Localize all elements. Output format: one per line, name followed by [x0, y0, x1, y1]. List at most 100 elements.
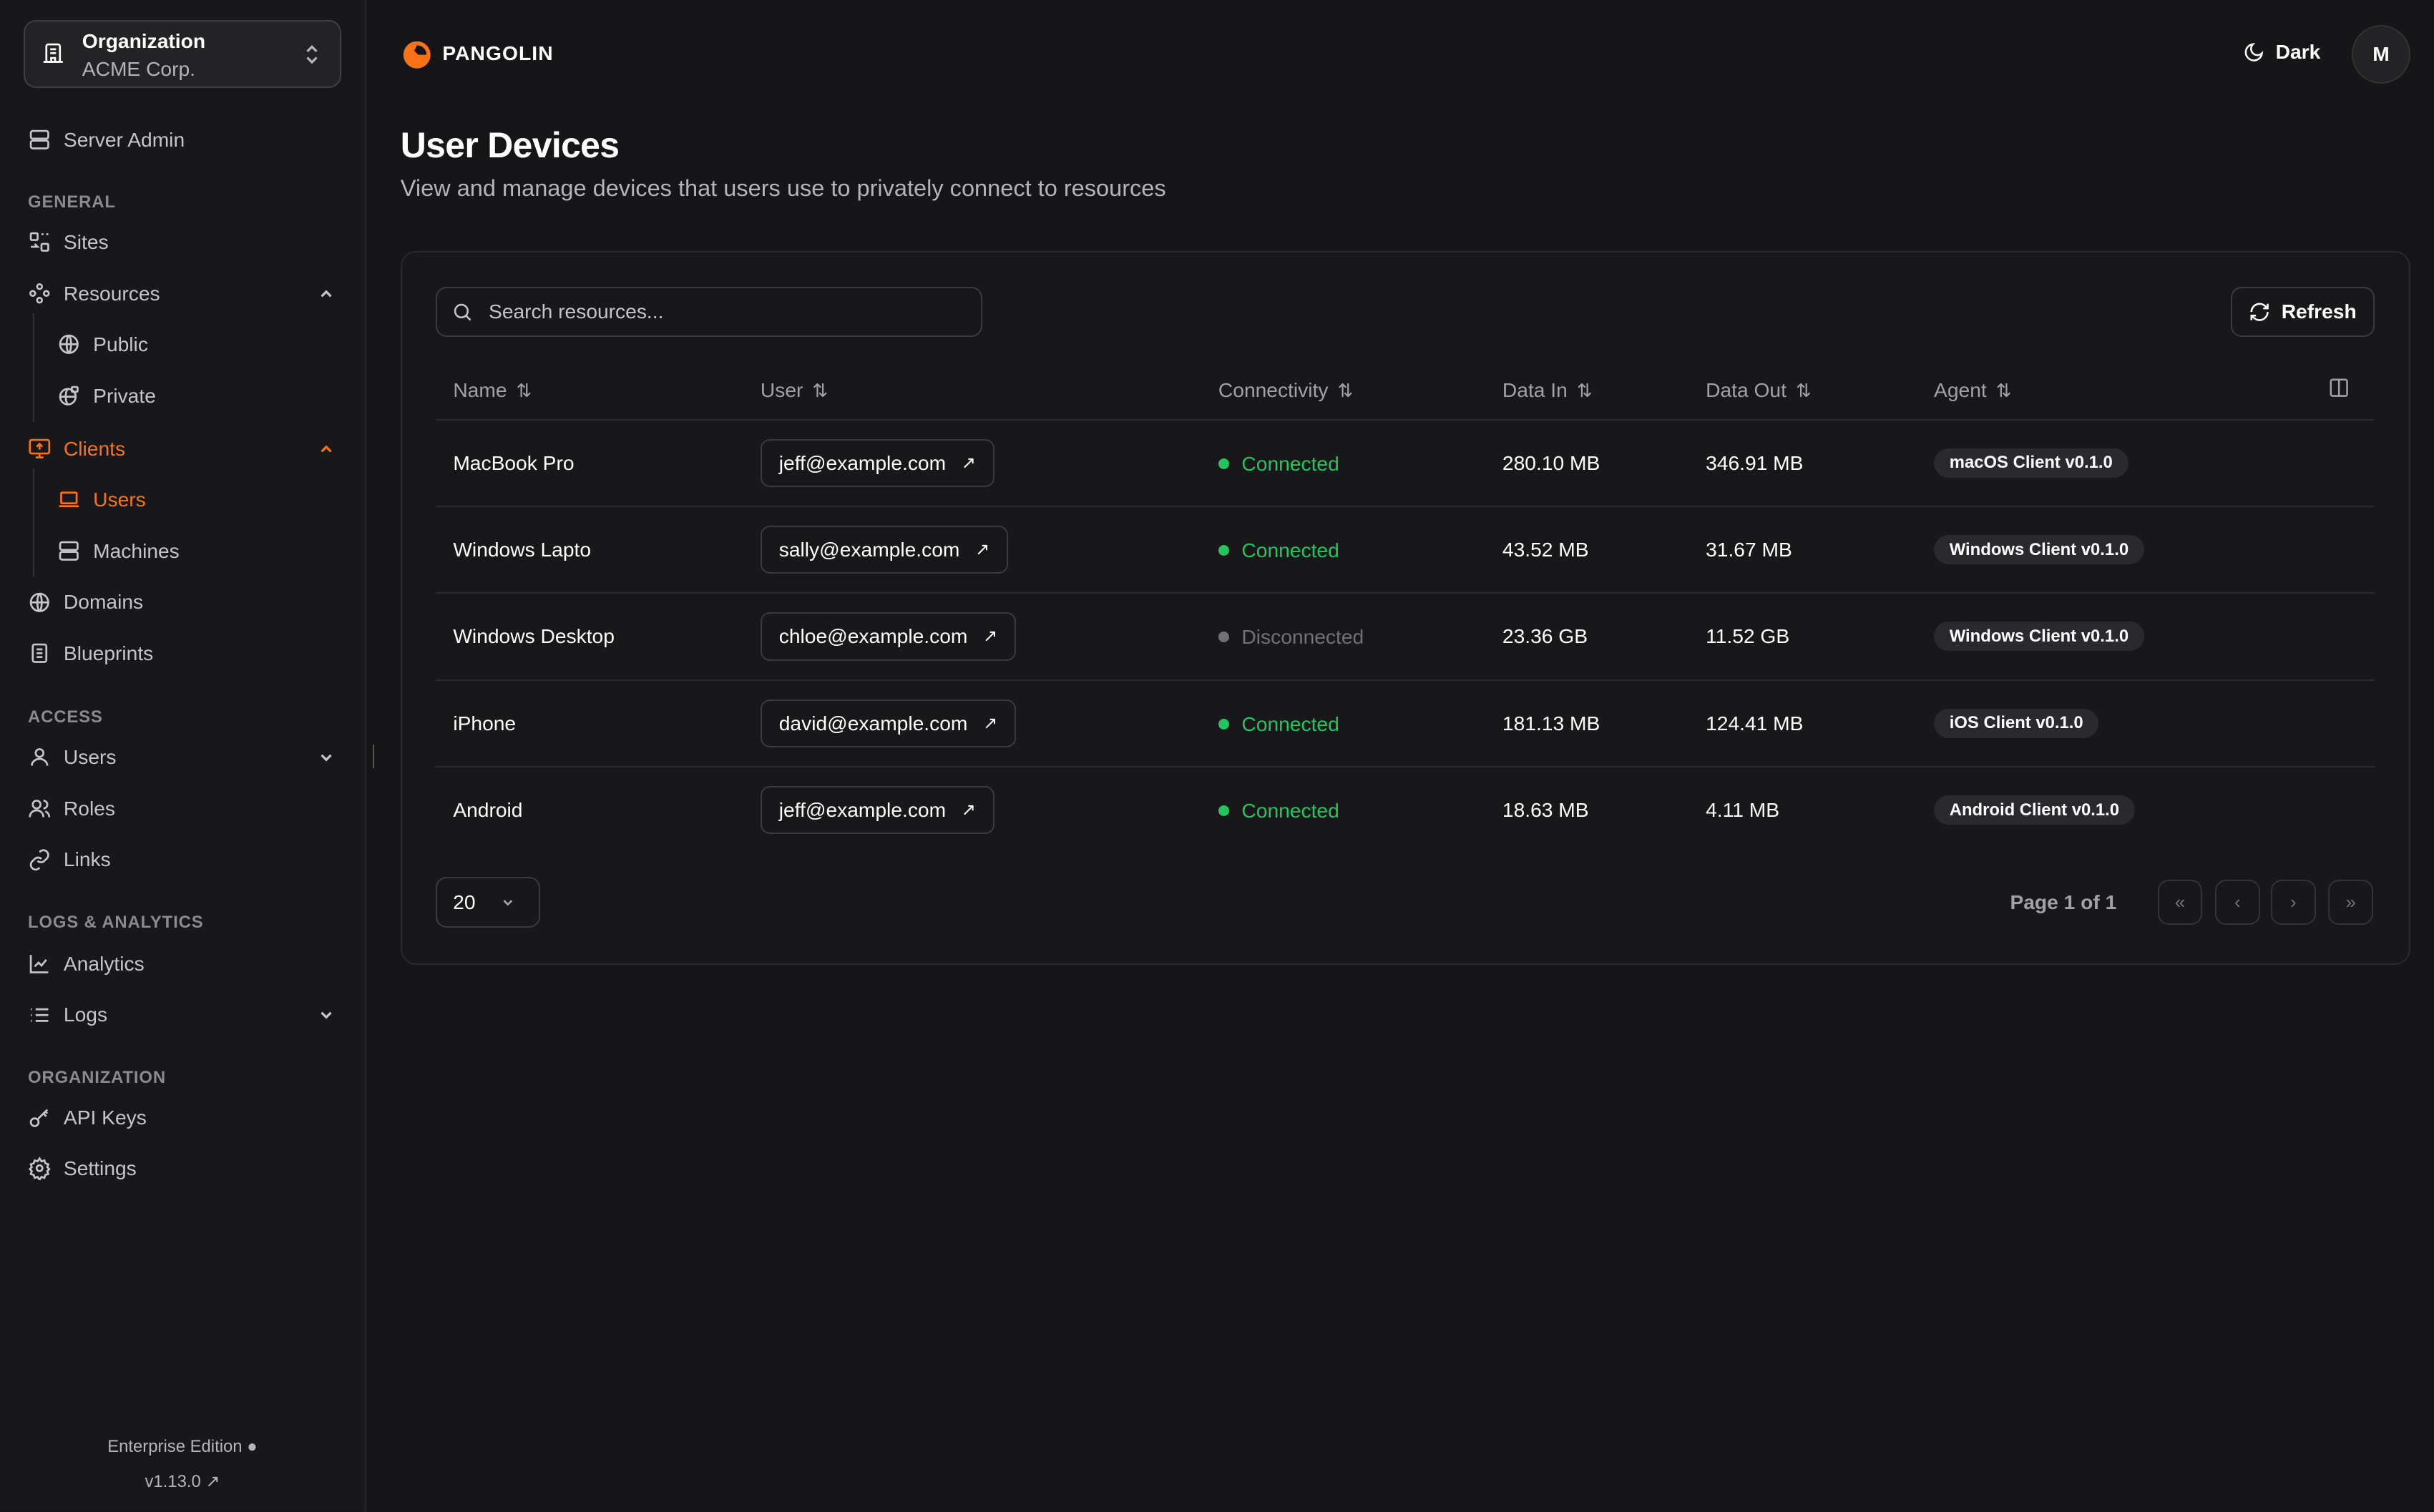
building-icon	[44, 44, 64, 64]
sidebar-item-roles[interactable]: Roles	[28, 793, 336, 824]
sidebar-item-links[interactable]: Links	[28, 844, 336, 875]
version-link[interactable]: v1.13.0 ↗	[0, 1471, 365, 1492]
agent-cell: iOS Client v0.1.0	[1917, 679, 2375, 767]
org-name: ACME Corp.	[82, 57, 195, 81]
status-text: Connected	[1241, 798, 1339, 822]
chevron-down-icon	[320, 754, 332, 762]
sidebar-item-public[interactable]: Public	[57, 329, 337, 360]
prev-page-button[interactable]: ‹	[2214, 879, 2260, 925]
brand-logo[interactable]: PANGOLIN	[401, 37, 554, 70]
sort-icon: ⇅	[516, 379, 532, 401]
header-label: User	[760, 378, 803, 401]
table-row: iPhone david@example.com ↗ Connected 181.13 …	[436, 679, 2375, 767]
agent-badge: Windows Client v0.1.0	[1934, 535, 2144, 565]
label: Links	[63, 848, 111, 871]
sidebar-item-clients[interactable]: Clients	[28, 433, 336, 463]
search-box[interactable]	[436, 287, 983, 337]
sites-icon	[29, 232, 49, 252]
label: Domains	[63, 590, 144, 614]
table-row: Windows Desktop chloe@example.com ↗ Disconn…	[436, 593, 2375, 681]
user-link[interactable]: jeff@example.com ↗	[760, 438, 994, 487]
globe-icon	[29, 592, 49, 612]
users-icon	[29, 800, 51, 818]
avatar[interactable]: M	[2351, 24, 2411, 84]
section-access: ACCESS	[28, 707, 103, 727]
sidebar-item-resources[interactable]: Resources	[28, 278, 336, 308]
github-icon: ●	[247, 1437, 258, 1457]
sort-icon: ⇅	[1795, 379, 1812, 401]
monitor-up-icon	[29, 438, 51, 458]
laptop-icon	[59, 491, 79, 508]
header-label: Name	[453, 378, 507, 401]
file-text-icon	[31, 643, 48, 663]
column-header-data-out[interactable]: Data Out ⇅	[1688, 361, 1917, 421]
user-link[interactable]: chloe@example.com ↗	[760, 612, 1016, 661]
label: Settings	[63, 1157, 137, 1180]
chevrons-right-icon: »	[2345, 890, 2356, 913]
sidebar-item-analytics[interactable]: Analytics	[28, 948, 336, 979]
last-page-button[interactable]: »	[2328, 879, 2374, 925]
agent-cell: Windows Client v0.1.0	[1917, 506, 2375, 594]
user-icon	[31, 748, 49, 767]
sidebar-item-domains[interactable]: Domains	[28, 586, 336, 617]
label: API Keys	[63, 1105, 147, 1129]
column-header-connectivity[interactable]: Connectivity ⇅	[1201, 361, 1486, 421]
sidebar-item-machines[interactable]: Machines	[57, 536, 337, 566]
column-header-agent[interactable]: Agent ⇅	[1917, 361, 2312, 421]
device-name: Windows Desktop	[436, 593, 744, 681]
tree-line	[32, 468, 34, 578]
refresh-button[interactable]: Refresh	[2230, 287, 2375, 337]
sidebar-item-blueprints[interactable]: Blueprints	[28, 638, 336, 669]
user-cell: david@example.com ↗	[743, 679, 1202, 767]
sort-icon: ⇅	[1337, 379, 1354, 401]
theme-toggle[interactable]: Dark	[2243, 40, 2320, 64]
user-email: jeff@example.com	[778, 451, 947, 474]
sidebar-item-access-users[interactable]: Users	[28, 742, 336, 772]
device-name: iPhone	[436, 679, 744, 767]
sidebar-item-logs[interactable]: Logs	[28, 999, 336, 1030]
sidebar-item-api-keys[interactable]: API Keys	[28, 1101, 336, 1132]
refresh-label: Refresh	[2281, 300, 2357, 323]
user-link[interactable]: david@example.com ↗	[760, 699, 1016, 747]
column-header-name[interactable]: Name ⇅	[436, 361, 744, 421]
search-icon	[454, 303, 471, 321]
edition-link[interactable]: Enterprise Edition ●	[0, 1437, 365, 1457]
label: Private	[93, 383, 156, 407]
sidebar-item-sites[interactable]: Sites	[28, 227, 336, 257]
page-size-select[interactable]: 20	[436, 876, 540, 928]
column-header-user[interactable]: User ⇅	[743, 361, 1202, 421]
device-name: MacBook Pro	[436, 419, 744, 507]
data-in: 280.10 MB	[1485, 419, 1689, 507]
org-selector[interactable]: Organization ACME Corp.	[23, 20, 341, 89]
user-email: sally@example.com	[778, 538, 960, 561]
arrow-up-right-icon: ↗	[983, 713, 998, 733]
section-logs: LOGS & ANALYTICS	[28, 912, 204, 932]
connectivity-cell: Connected	[1201, 419, 1486, 507]
label: Sites	[63, 230, 109, 253]
next-page-button[interactable]: ›	[2270, 879, 2316, 925]
data-out: 4.11 MB	[1706, 798, 1780, 821]
sidebar-resize-handle[interactable]	[372, 745, 374, 768]
arrow-up-right-icon: ↗	[975, 540, 990, 560]
search-input[interactable]	[485, 298, 958, 325]
sidebar-item-users[interactable]: Users	[57, 484, 337, 515]
sidebar-item-settings[interactable]: Settings	[28, 1153, 336, 1184]
status-text: Disconnected	[1241, 625, 1364, 649]
page-size-value: 20	[453, 890, 476, 913]
server-icon	[59, 541, 79, 561]
version-text: v1.13.0	[145, 1471, 201, 1491]
agent-badge: Android Client v0.1.0	[1934, 795, 2135, 825]
user-link[interactable]: sally@example.com ↗	[760, 525, 1008, 574]
page-indicator: Page 1 of 1	[2010, 890, 2117, 914]
status-dot	[1218, 805, 1230, 817]
user-cell: jeff@example.com ↗	[743, 767, 1201, 853]
column-header-data-in[interactable]: Data In ⇅	[1485, 361, 1689, 421]
user-email: david@example.com	[778, 711, 968, 735]
label: Users	[63, 745, 117, 769]
columns-toggle[interactable]	[2311, 361, 2375, 421]
org-label: Organization	[82, 29, 206, 53]
sidebar-item-server-admin[interactable]: Server Admin	[28, 124, 336, 155]
sidebar-item-private[interactable]: Private	[57, 381, 337, 411]
user-link[interactable]: jeff@example.com ↗	[760, 785, 994, 835]
first-page-button[interactable]: «	[2157, 879, 2203, 925]
